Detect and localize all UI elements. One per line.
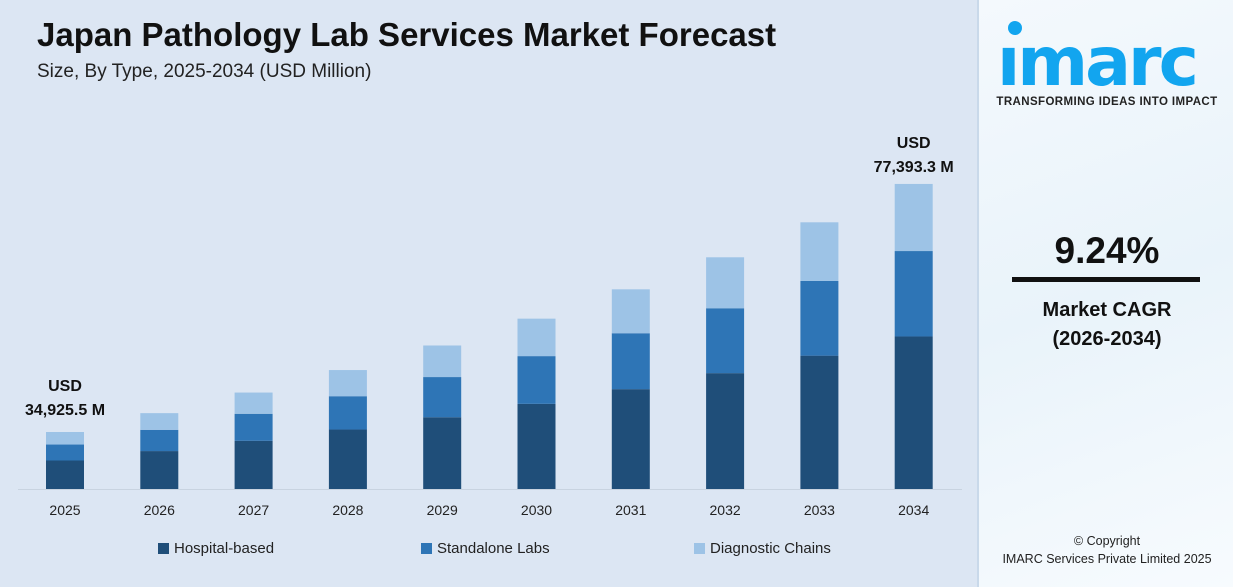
x-tick-label: 2029 [427,502,458,518]
value-annotation-total: 34,925.5 M [25,402,105,419]
legend-swatch [694,543,705,554]
bar-segment-diagnostic-chains-2034 [894,183,933,252]
bar-segment-standalone-labs-2025 [46,444,84,461]
x-tick-label: 2030 [521,502,552,518]
svg-text:ımarc: ımarc [997,23,1196,90]
value-annotation-currency: USD [897,135,931,152]
bar-segment-standalone-labs-2029 [423,377,462,418]
value-annotation-currency: USD [48,378,82,395]
bar-segment-diagnostic-chains-2033 [800,222,839,281]
bar-segment-diagnostic-chains-2025 [46,431,84,445]
bar-segment-hospital-based-2027 [234,440,273,489]
imarc-logo: ımarc [997,21,1199,90]
x-tick-label: 2028 [332,502,363,518]
sidebar: ımarc TRANSFORMING IDEAS INTO IMPACT 9.2… [977,0,1233,587]
x-tick-label: 2025 [49,502,80,518]
x-tick-label: 2032 [710,502,741,518]
divider [1012,277,1200,282]
bar-segment-diagnostic-chains-2029 [423,345,462,378]
legend-swatch [158,543,169,554]
bar-segment-standalone-labs-2028 [328,396,367,430]
bar-segment-standalone-labs-2030 [517,356,556,404]
bar-segment-standalone-labs-2026 [140,429,179,452]
bar-segment-hospital-based-2034 [894,336,933,489]
cagr-period: (2026-2034) [1052,328,1162,350]
bar-segment-diagnostic-chains-2032 [706,257,745,309]
bar-segment-standalone-labs-2031 [611,333,650,390]
legend-label: Diagnostic Chains [710,540,831,557]
x-tick-label: 2026 [144,502,175,518]
legend-item-standalone-labs: Standalone Labs [421,540,550,557]
x-tick-label: 2033 [804,502,835,518]
bar-segment-hospital-based-2026 [140,451,179,489]
bar-segment-hospital-based-2032 [706,373,745,489]
bar-segment-diagnostic-chains-2031 [611,289,650,334]
copyright: © Copyright IMARC Services Private Limit… [979,532,1233,568]
tagline: TRANSFORMING IDEAS INTO IMPACT [996,96,1218,108]
stacked-bar-chart: 2025 2026 2027 2028 2029 2030 2031 2032 2033 2034… [18,135,962,518]
bar-segment-diagnostic-chains-2030 [517,318,556,357]
bar-segment-standalone-labs-2032 [706,308,745,374]
chart-title: Japan Pathology Lab Services Market Fore… [37,16,777,53]
copyright-line: © Copyright [1073,534,1141,548]
x-tick-label: 2027 [238,502,269,518]
legend-label: Hospital-based [174,540,275,557]
legend-item-hospital-based: Hospital-based [158,540,274,557]
bar-segment-hospital-based-2028 [328,429,367,489]
legend-label: Standalone Labs [437,540,550,557]
cagr-label: Market CAGR (2026-2034) [979,296,1233,354]
chart-subtitle: Size, By Type, 2025-2034 (USD Million) [37,61,372,82]
cagr-label-text: Market CAGR [1042,299,1172,321]
value-annotation-total: 77,393.3 M [874,159,954,176]
chart-panel: Japan Pathology Lab Services Market Fore… [0,0,977,587]
legend-swatch [421,543,432,554]
bar-segment-hospital-based-2029 [423,417,462,489]
bar-segment-hospital-based-2031 [611,389,650,489]
bar-segment-diagnostic-chains-2028 [328,370,367,397]
bar-segment-standalone-labs-2033 [800,280,839,356]
bar-segment-standalone-labs-2027 [234,413,273,441]
bar-segment-standalone-labs-2034 [894,251,933,337]
x-tick-label: 2031 [615,502,646,518]
legend-item-diagnostic-chains: Diagnostic Chains [694,540,831,557]
bar-segment-diagnostic-chains-2027 [234,392,273,414]
bar-segment-hospital-based-2030 [517,403,556,489]
company-name: IMARC Services Private Limited 2025 [1002,552,1212,566]
bar-segment-hospital-based-2033 [800,355,839,489]
x-tick-label: 2034 [898,502,929,518]
bar-segment-diagnostic-chains-2026 [140,413,179,430]
cagr-value: 9.24% [1054,230,1160,271]
bar-segment-hospital-based-2025 [46,460,84,489]
